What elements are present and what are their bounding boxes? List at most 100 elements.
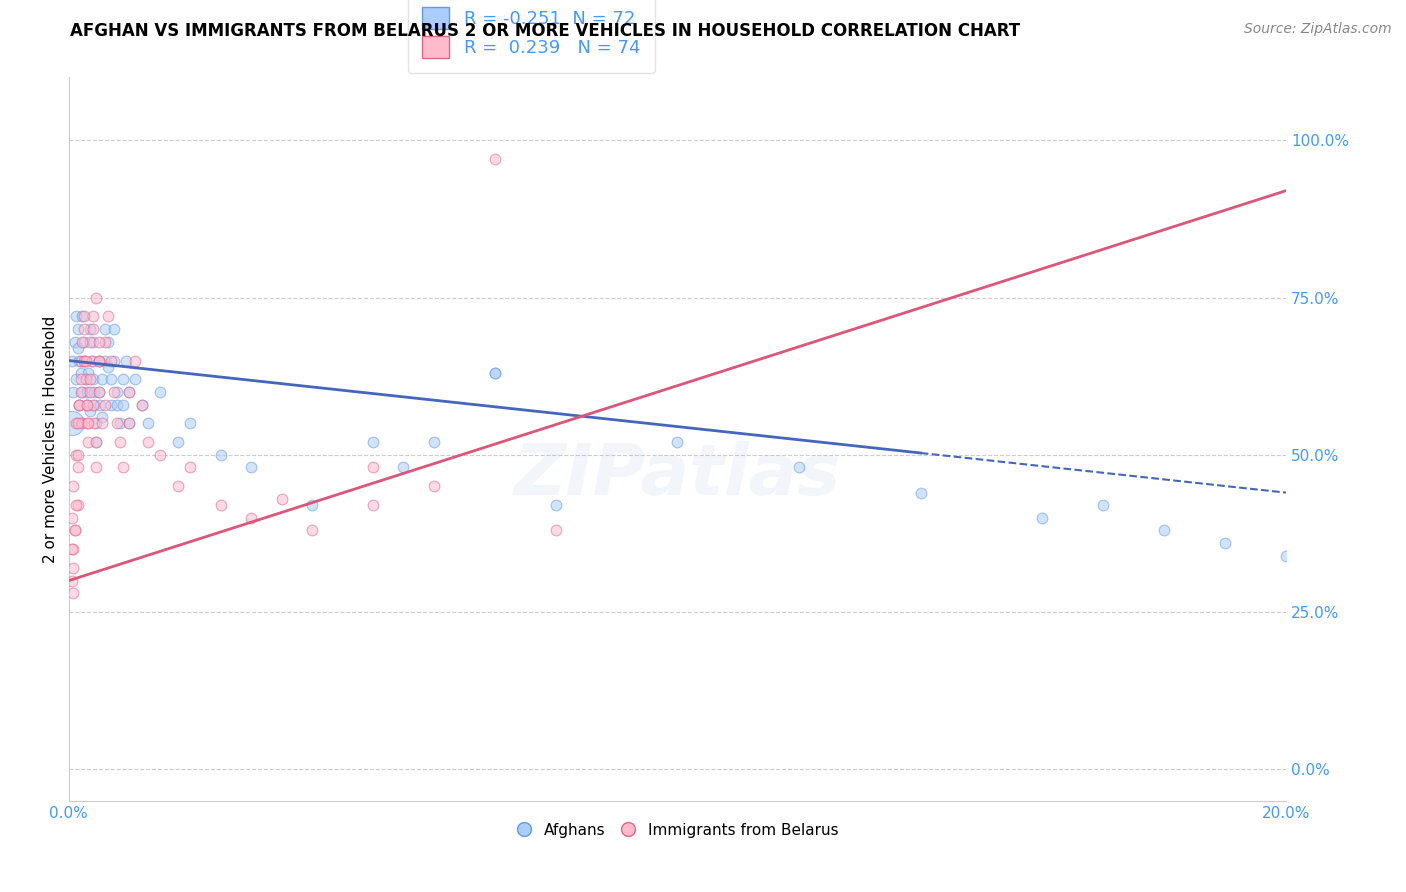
- Point: [66, 322, 89, 336]
- Point: [361, 460, 384, 475]
- Point: [484, 152, 506, 166]
- Point: [65, 372, 87, 386]
- Point: [73, 353, 96, 368]
- Point: [544, 524, 567, 538]
- Point: [76, 384, 98, 399]
- Point: [65, 310, 87, 324]
- Point: [73, 322, 96, 336]
- Point: [83, 398, 105, 412]
- Point: [149, 448, 172, 462]
- Point: [301, 524, 323, 538]
- Point: [69, 353, 91, 368]
- Point: [75, 353, 97, 368]
- Point: [62, 479, 84, 493]
- Point: [66, 341, 89, 355]
- Point: [77, 435, 100, 450]
- Point: [76, 417, 98, 431]
- Point: [94, 334, 117, 349]
- Point: [82, 372, 104, 386]
- Point: [65, 417, 87, 431]
- Point: [62, 586, 84, 600]
- Point: [97, 310, 120, 324]
- Point: [179, 417, 201, 431]
- Point: [110, 435, 132, 450]
- Point: [63, 334, 86, 349]
- Point: [149, 384, 172, 399]
- Point: [87, 353, 110, 368]
- Point: [84, 460, 107, 475]
- Point: [209, 498, 232, 512]
- Point: [87, 353, 110, 368]
- Point: [118, 384, 141, 399]
- Point: [787, 460, 810, 475]
- Point: [97, 334, 120, 349]
- Point: [910, 485, 932, 500]
- Point: [112, 372, 135, 386]
- Point: [83, 417, 105, 431]
- Point: [84, 435, 107, 450]
- Point: [70, 384, 93, 399]
- Point: [1275, 549, 1298, 563]
- Point: [1031, 510, 1053, 524]
- Point: [65, 498, 87, 512]
- Point: [392, 460, 415, 475]
- Point: [69, 384, 91, 399]
- Point: [60, 542, 83, 557]
- Point: [270, 491, 292, 506]
- Point: [62, 384, 84, 399]
- Point: [1213, 536, 1236, 550]
- Point: [87, 384, 110, 399]
- Point: [666, 435, 689, 450]
- Point: [118, 417, 141, 431]
- Point: [76, 398, 98, 412]
- Point: [87, 353, 110, 368]
- Point: [112, 398, 135, 412]
- Point: [73, 334, 96, 349]
- Point: [240, 510, 263, 524]
- Point: [69, 366, 91, 380]
- Point: [76, 398, 98, 412]
- Point: [136, 435, 159, 450]
- Point: [1153, 524, 1175, 538]
- Point: [118, 417, 141, 431]
- Point: [97, 359, 120, 374]
- Point: [94, 353, 117, 368]
- Point: [89, 398, 111, 412]
- Point: [70, 310, 93, 324]
- Point: [100, 372, 122, 386]
- Point: [82, 334, 104, 349]
- Point: [63, 524, 86, 538]
- Point: [136, 417, 159, 431]
- Point: [87, 334, 110, 349]
- Point: [69, 372, 91, 386]
- Point: [361, 498, 384, 512]
- Point: [91, 410, 114, 425]
- Point: [63, 524, 86, 538]
- Point: [167, 435, 190, 450]
- Point: [87, 384, 110, 399]
- Point: [80, 353, 103, 368]
- Point: [361, 435, 384, 450]
- Text: Source: ZipAtlas.com: Source: ZipAtlas.com: [1244, 22, 1392, 37]
- Point: [82, 398, 104, 412]
- Point: [66, 448, 89, 462]
- Point: [94, 322, 117, 336]
- Y-axis label: 2 or more Vehicles in Household: 2 or more Vehicles in Household: [44, 316, 58, 563]
- Point: [60, 417, 83, 431]
- Point: [124, 353, 146, 368]
- Point: [60, 574, 83, 588]
- Point: [69, 353, 91, 368]
- Point: [66, 460, 89, 475]
- Point: [423, 435, 446, 450]
- Point: [124, 372, 146, 386]
- Point: [423, 479, 446, 493]
- Point: [301, 498, 323, 512]
- Text: AFGHAN VS IMMIGRANTS FROM BELARUS 2 OR MORE VEHICLES IN HOUSEHOLD CORRELATION CH: AFGHAN VS IMMIGRANTS FROM BELARUS 2 OR M…: [70, 22, 1021, 40]
- Point: [79, 384, 101, 399]
- Point: [60, 353, 83, 368]
- Point: [82, 322, 104, 336]
- Point: [79, 322, 101, 336]
- Point: [544, 498, 567, 512]
- Point: [105, 384, 128, 399]
- Point: [75, 372, 97, 386]
